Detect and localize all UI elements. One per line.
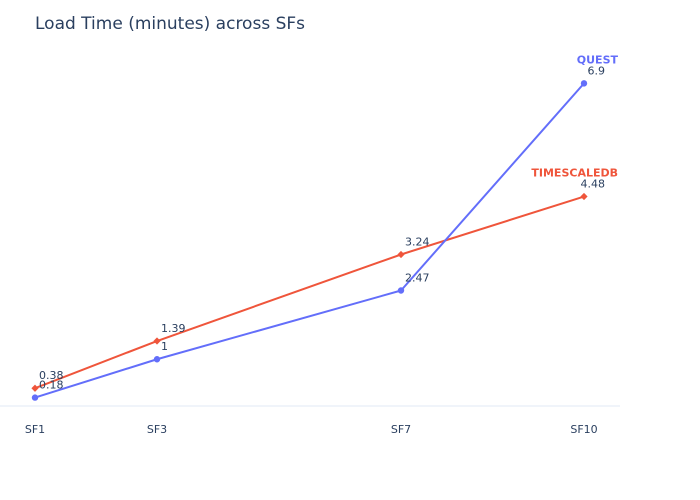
data-point-quest bbox=[31, 394, 39, 401]
data-point-timescaledb bbox=[153, 337, 161, 345]
data-label-timescaledb: 3.24 bbox=[405, 236, 430, 249]
series-line-timescaledb bbox=[34, 195, 585, 390]
data-point-timescaledb bbox=[31, 384, 39, 392]
data-label-quest: 1 bbox=[161, 340, 168, 353]
data-point-quest bbox=[397, 287, 405, 294]
data-label-quest: 6.9 bbox=[588, 64, 606, 77]
data-label-timescaledb: 0.38 bbox=[39, 369, 64, 382]
series-line-quest bbox=[34, 82, 585, 399]
x-tick-label: SF1 bbox=[25, 423, 45, 436]
data-point-quest bbox=[580, 80, 588, 87]
data-point-timescaledb bbox=[580, 192, 588, 201]
data-point-timescaledb bbox=[397, 250, 405, 259]
x-tick-label: SF7 bbox=[391, 423, 411, 436]
data-label-timescaledb: 1.39 bbox=[161, 322, 186, 335]
x-tick-label: SF3 bbox=[147, 423, 167, 436]
data-label-quest: 2.47 bbox=[405, 272, 430, 285]
series-name-quest: QUEST bbox=[577, 53, 619, 66]
data-label-quest: 0.18 bbox=[39, 379, 64, 392]
x-tick-label: SF10 bbox=[570, 423, 597, 436]
chart-title: Load Time (minutes) across SFs bbox=[35, 14, 305, 34]
series-name-timescaledb: TIMESCALEDB bbox=[531, 167, 618, 180]
data-point-quest bbox=[153, 356, 161, 363]
data-label-timescaledb: 4.48 bbox=[581, 178, 606, 191]
